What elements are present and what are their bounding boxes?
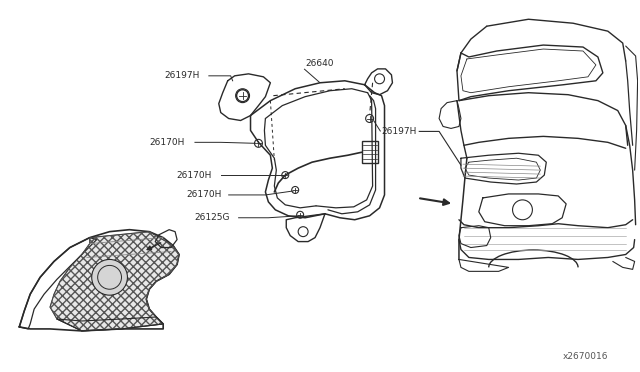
Text: 26170H: 26170H [186, 190, 221, 199]
Text: 26170H: 26170H [176, 171, 211, 180]
Polygon shape [50, 232, 179, 331]
Text: x2670016: x2670016 [563, 352, 609, 361]
Text: 26197H: 26197H [381, 127, 417, 136]
Text: 26640: 26640 [305, 60, 333, 68]
Text: 26197H: 26197H [164, 71, 200, 80]
Circle shape [92, 259, 127, 295]
Text: 26125G: 26125G [194, 213, 230, 222]
Text: 26170H: 26170H [149, 138, 185, 147]
